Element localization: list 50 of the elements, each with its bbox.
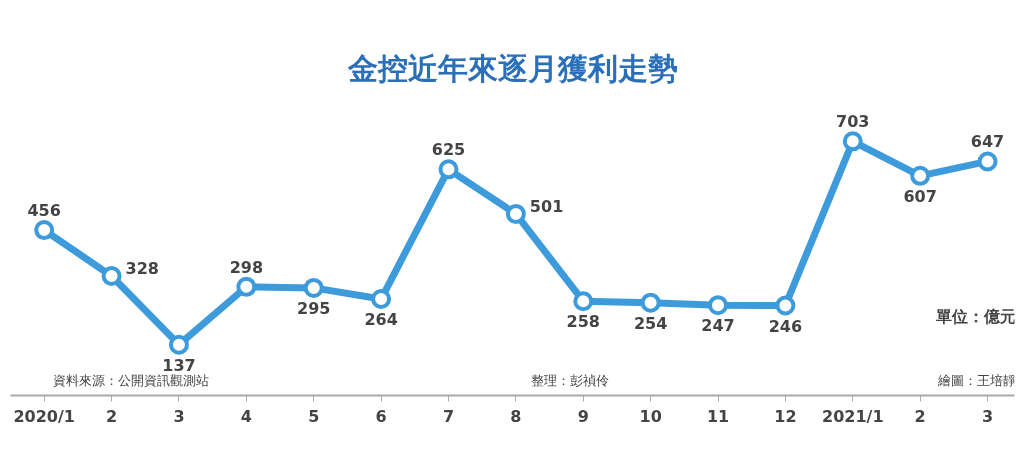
x-tick-label: 7 <box>442 406 455 426</box>
x-tick-label: 2 <box>914 406 926 426</box>
x-tick-label: 9 <box>577 406 589 426</box>
source-note: 資料來源：公開資訊觀測站 <box>52 372 209 388</box>
data-label: 254 <box>633 313 668 333</box>
point <box>977 151 998 172</box>
x-tick-label: 11 <box>706 406 730 426</box>
x-tick-label: 2 <box>106 406 118 426</box>
x-tick-label: 12 <box>774 406 797 426</box>
data-label: 703 <box>836 112 870 132</box>
point <box>640 292 661 313</box>
data-label: 647 <box>970 132 1005 152</box>
data-label: 625 <box>431 140 466 160</box>
x-tick-label: 6 <box>375 406 387 426</box>
point <box>303 277 324 298</box>
x-tick-label: 3 <box>981 406 994 426</box>
point <box>775 295 796 316</box>
text: 整理：彭禎伶 <box>530 372 609 388</box>
point <box>168 334 189 355</box>
annotation: 單位：億元 <box>934 306 1016 326</box>
point <box>438 159 459 180</box>
point <box>842 131 863 152</box>
data-label: 298 <box>229 257 264 277</box>
data-label: 264 <box>364 310 398 330</box>
point <box>371 289 392 310</box>
data-label: 501 <box>529 196 564 216</box>
data-label: 456 <box>27 201 61 221</box>
data-label: 258 <box>566 312 600 332</box>
data-label: 137 <box>162 355 196 375</box>
point <box>34 220 55 241</box>
data-label: 246 <box>768 316 803 336</box>
x-tick-label: 3 <box>173 406 185 426</box>
x-tick-label: 5 <box>308 406 320 426</box>
point <box>505 203 526 224</box>
point <box>236 276 257 297</box>
data-label: 247 <box>701 316 735 336</box>
x-tick-label: 8 <box>510 406 522 426</box>
x-tick-label: 10 <box>639 406 662 426</box>
x-tick-label: 4 <box>240 406 252 426</box>
chart-title: 金控近年來逐月獲利走勢 <box>346 50 678 86</box>
data-label: 328 <box>125 259 159 279</box>
point <box>910 165 931 186</box>
point <box>573 291 594 312</box>
text: 繪圖：王培靜 <box>936 372 1016 388</box>
point <box>101 266 122 287</box>
data-label: 607 <box>903 186 937 206</box>
data-label: 295 <box>297 298 331 318</box>
point <box>708 295 729 316</box>
x-tick-label: 2021/1 <box>822 406 884 426</box>
x-tick-label: 2020/1 <box>13 406 75 426</box>
